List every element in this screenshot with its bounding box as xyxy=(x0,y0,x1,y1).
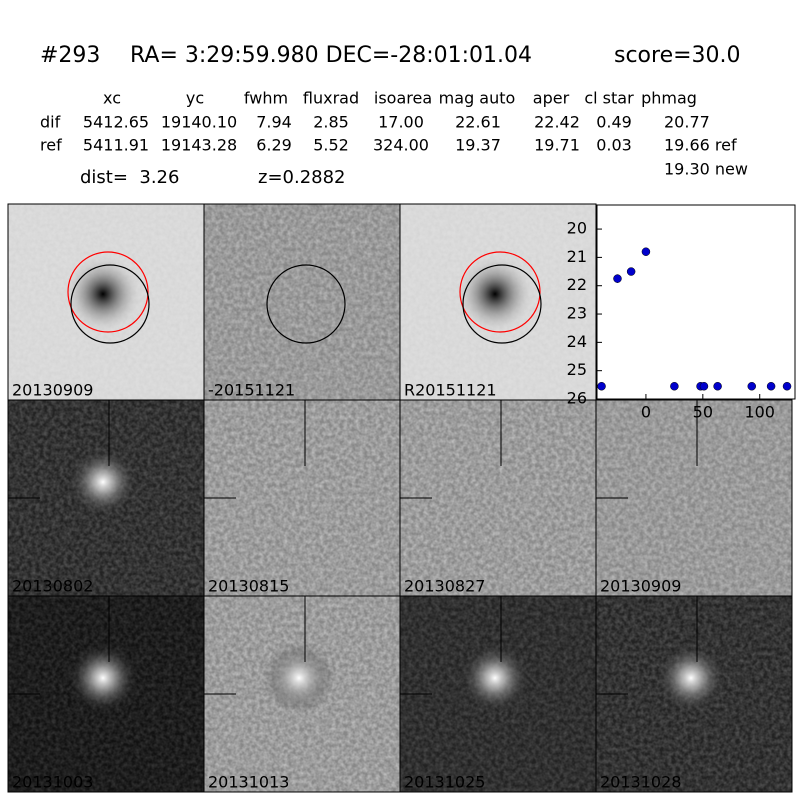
cell: 5411.91 xyxy=(83,136,149,155)
object-id: #293 xyxy=(40,43,100,68)
dist: dist= 3.26 xyxy=(80,167,179,188)
y-tick-label: 25 xyxy=(567,360,587,379)
plot-bg xyxy=(596,204,796,400)
point xyxy=(670,382,679,391)
stamp-label: 20130909 xyxy=(600,577,681,596)
cell: 6.29 xyxy=(256,136,292,155)
column-header: fwhm xyxy=(244,89,288,108)
aperture-black xyxy=(462,264,542,344)
aperture-red xyxy=(459,251,541,333)
column-header: phmag xyxy=(641,89,697,108)
point xyxy=(699,382,709,391)
stamp-label: 20130827 xyxy=(404,577,485,596)
point xyxy=(626,267,636,276)
cell: 20.77 xyxy=(664,113,710,132)
column-header: cl star xyxy=(584,89,634,108)
source xyxy=(460,643,530,713)
cell: 5412.65 xyxy=(83,113,149,132)
cell: 19.71 xyxy=(534,136,580,155)
stamp-label: -20151121 xyxy=(208,381,295,400)
column-header: xc xyxy=(103,89,121,108)
y-tick-label: 22 xyxy=(567,275,587,294)
row-label: ref xyxy=(40,136,62,155)
point xyxy=(782,382,792,391)
y-tick-label: 23 xyxy=(567,304,587,323)
x-tick-label: 50 xyxy=(693,403,713,422)
y-tick-label: 26 xyxy=(567,389,587,408)
stamp-noise xyxy=(596,400,792,596)
column-header: yc xyxy=(186,89,204,108)
cell: 19140.10 xyxy=(161,113,237,132)
column-header: isoarea xyxy=(374,89,432,108)
y-tick-label: 21 xyxy=(567,247,587,266)
cell: 19.37 xyxy=(455,136,501,155)
stamp-frame xyxy=(595,595,793,793)
score: score=30.0 xyxy=(614,43,741,68)
column-header: mag auto xyxy=(439,89,516,108)
column-header: fluxrad xyxy=(303,89,359,108)
source xyxy=(656,643,726,713)
table-note: 19.30 new xyxy=(664,160,748,179)
point xyxy=(747,382,757,391)
cell: 19.66 ref xyxy=(664,136,737,155)
source xyxy=(68,447,138,517)
cell: 324.00 xyxy=(373,136,429,155)
cell: 22.42 xyxy=(534,113,580,132)
y-tick-label: 20 xyxy=(567,219,587,238)
point xyxy=(713,382,722,391)
source xyxy=(455,254,535,334)
row-label: dif xyxy=(40,113,61,132)
cell: 17.00 xyxy=(378,113,424,132)
cell: 19143.28 xyxy=(161,136,237,155)
coords: RA= 3:29:59.980 DEC=-28:01:01.04 xyxy=(130,43,532,68)
aperture-black xyxy=(70,264,150,344)
point xyxy=(641,247,651,256)
cell: 7.94 xyxy=(256,113,292,132)
source xyxy=(63,254,143,334)
aperture-red xyxy=(67,251,149,333)
aperture-black xyxy=(266,264,346,344)
y-tick-label: 24 xyxy=(567,332,587,351)
stamp-label: R20151121 xyxy=(404,381,497,400)
stamp-noise xyxy=(204,204,400,400)
column-header: aper xyxy=(533,89,570,108)
cell: 5.52 xyxy=(313,136,349,155)
point xyxy=(613,274,622,283)
stamp-label: 20130802 xyxy=(12,577,93,596)
x-tick-label: 0 xyxy=(641,403,651,422)
stamp-label: 20131028 xyxy=(600,773,681,792)
point xyxy=(597,382,606,391)
redshift: z=0.2882 xyxy=(258,167,346,188)
cell: 22.61 xyxy=(455,113,501,132)
stamp-label: 20131003 xyxy=(12,773,93,792)
stamp-noise xyxy=(400,400,596,596)
x-tick-label: 100 xyxy=(744,403,775,422)
stamp-label: 20131013 xyxy=(208,773,289,792)
cell: 0.49 xyxy=(596,113,632,132)
stamp-noise xyxy=(204,400,400,596)
stamp-label: 20131025 xyxy=(404,773,485,792)
lightcurve: 20 21 22 23 24 25 26 0 50 100 xyxy=(567,204,796,422)
stamps: 20130909 -20151121 R20151121 20130802 201308… xyxy=(7,203,793,793)
point xyxy=(766,382,776,391)
stamp-label: 20130815 xyxy=(208,577,289,596)
cell: 0.03 xyxy=(596,136,632,155)
source xyxy=(264,643,334,713)
source xyxy=(68,643,138,713)
stamp-label: 20130909 xyxy=(12,381,93,400)
cell: 2.85 xyxy=(313,113,349,132)
